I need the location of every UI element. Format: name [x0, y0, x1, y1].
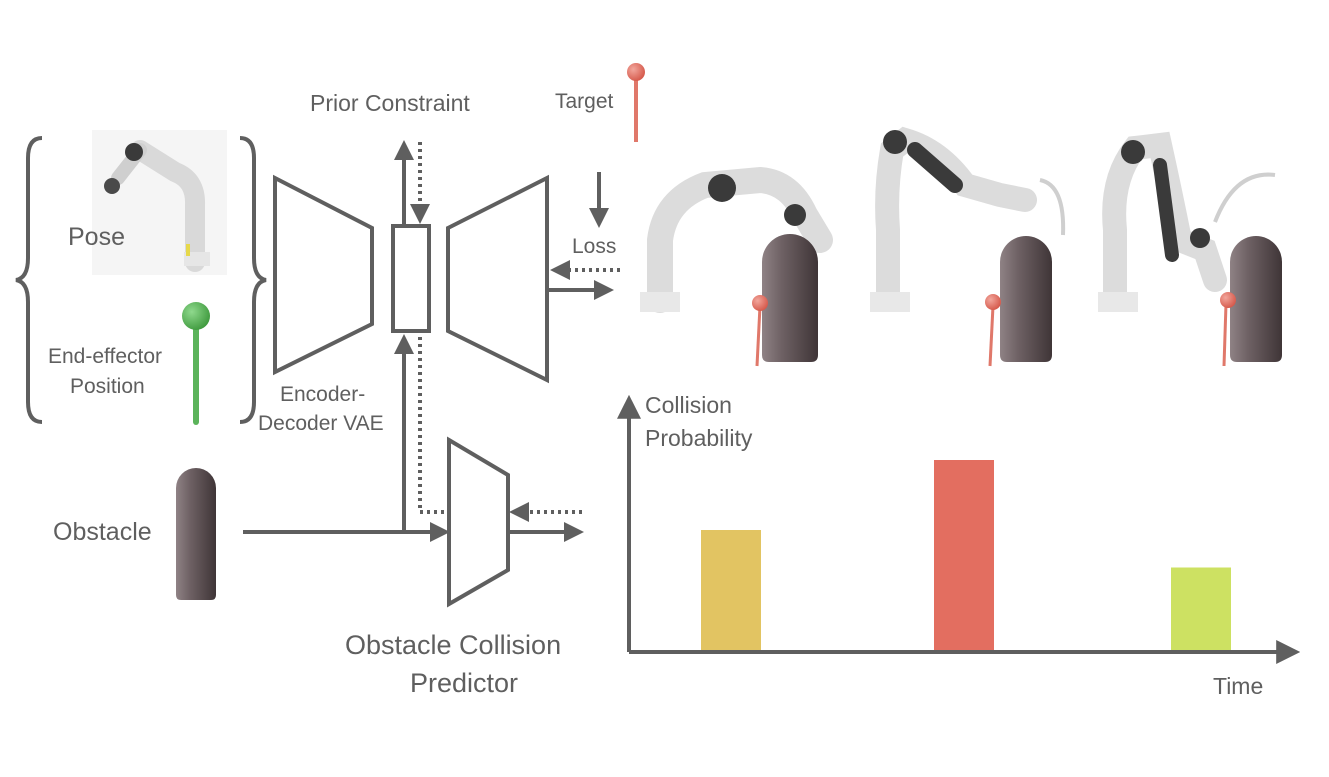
encoder-label-line2: Decoder VAE	[258, 412, 384, 435]
chart-ylabel-line2: Probability	[645, 425, 753, 451]
encoder-label-line1: Encoder-	[280, 383, 365, 406]
encoder-trapezoid	[273, 174, 374, 376]
obstacle-capsule-icon	[176, 468, 216, 600]
end-effector-label-line1: End-effector	[48, 345, 162, 368]
target-pin-icon	[627, 63, 645, 142]
decoder-trapezoid	[446, 174, 549, 384]
predictor-label-line2: Predictor	[410, 668, 518, 698]
end-effector-pin-icon	[182, 302, 210, 425]
robot-arm-icon	[870, 126, 1066, 367]
target-label: Target	[555, 90, 614, 113]
left-brace	[15, 136, 43, 424]
loss-label: Loss	[572, 235, 616, 258]
collision-chart: Collision Probability Time	[617, 392, 1301, 699]
pose-label: Pose	[68, 223, 125, 251]
predictor-trapezoid	[447, 436, 510, 608]
chart-bar-3	[1171, 567, 1231, 650]
predictor-dotted-feedback	[418, 336, 444, 514]
right-brace	[239, 136, 267, 424]
chart-xlabel: Time	[1213, 673, 1263, 699]
robot-arm-icon	[1098, 131, 1282, 367]
prior-constraint-label: Prior Constraint	[310, 90, 470, 116]
pose-robot-icon	[92, 130, 227, 275]
chart-bar-1	[701, 530, 761, 650]
obstacle-label: Obstacle	[53, 518, 152, 546]
chart-bar-2	[934, 460, 994, 650]
end-effector-label-line2: Position	[70, 375, 145, 398]
predictor-label-line1: Obstacle Collision	[345, 630, 561, 660]
latent-box	[391, 224, 431, 333]
robot-arm-icon	[640, 166, 833, 367]
chart-bars	[701, 460, 1231, 650]
chart-ylabel-line1: Collision	[645, 392, 732, 418]
